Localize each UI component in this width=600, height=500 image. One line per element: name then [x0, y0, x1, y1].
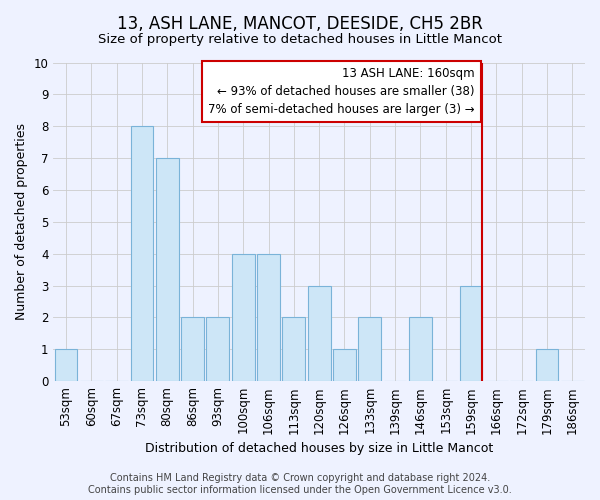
Text: Size of property relative to detached houses in Little Mancot: Size of property relative to detached ho…	[98, 32, 502, 46]
Bar	[55, 350, 77, 381]
Bar	[536, 350, 559, 381]
Bar	[283, 318, 305, 381]
X-axis label: Distribution of detached houses by size in Little Mancot: Distribution of detached houses by size …	[145, 442, 493, 455]
Bar	[181, 318, 204, 381]
Bar	[206, 318, 229, 381]
Bar	[232, 254, 254, 381]
Y-axis label: Number of detached properties: Number of detached properties	[15, 124, 28, 320]
Bar	[257, 254, 280, 381]
Bar	[358, 318, 381, 381]
Bar	[131, 126, 154, 381]
Bar	[333, 350, 356, 381]
Text: 13 ASH LANE: 160sqm
← 93% of detached houses are smaller (38)
7% of semi-detache: 13 ASH LANE: 160sqm ← 93% of detached ho…	[208, 68, 475, 116]
Text: Contains HM Land Registry data © Crown copyright and database right 2024.
Contai: Contains HM Land Registry data © Crown c…	[88, 474, 512, 495]
Bar	[460, 286, 482, 381]
Bar	[409, 318, 432, 381]
Bar	[156, 158, 179, 381]
Bar	[308, 286, 331, 381]
Text: 13, ASH LANE, MANCOT, DEESIDE, CH5 2BR: 13, ASH LANE, MANCOT, DEESIDE, CH5 2BR	[117, 15, 483, 33]
